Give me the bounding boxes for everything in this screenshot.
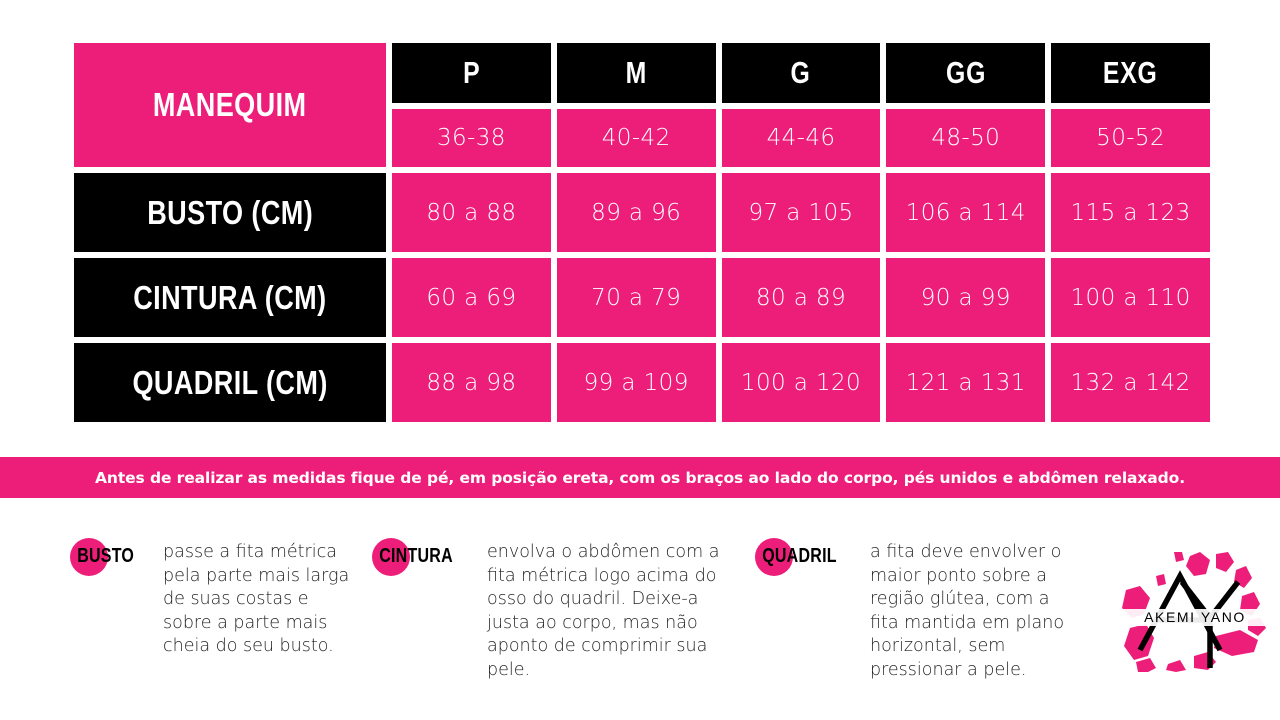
size-header-g: G	[721, 43, 881, 103]
size-header-gg: GG	[886, 43, 1046, 103]
cell-value: 115 a 123	[1070, 199, 1191, 226]
table-cell: 100 a 110	[1051, 258, 1210, 337]
cell-value: 44-46	[766, 125, 836, 151]
size-chart-table: MANEQUIM P M G GG EXG	[74, 43, 1210, 422]
cell-value: 97 a 105	[748, 199, 854, 226]
size-header-p: P	[392, 43, 551, 103]
table-cell: 90 a 99	[886, 258, 1046, 337]
pink-circle-icon	[372, 538, 410, 576]
manequim-columns: P M G GG EXG 36-38	[392, 43, 1210, 167]
cell-value: 132 a 142	[1070, 369, 1191, 396]
table-cell: 132 a 142	[1051, 343, 1210, 422]
instruction-block-busto: BUSTO passe a fita métrica pela parte ma…	[70, 536, 360, 659]
cell-value: 80 a 89	[755, 284, 847, 311]
table-cell: 121 a 131	[886, 343, 1046, 422]
cell-value: 80 a 88	[426, 199, 517, 226]
cell-value: 121 a 131	[905, 369, 1026, 396]
row-header-busto-label: BUSTO (CM)	[147, 193, 313, 231]
chip-quadril-label: QUADRIL	[762, 545, 837, 567]
cell-value: 60 a 69	[426, 284, 517, 311]
cell-value: 48-50	[931, 125, 1001, 151]
pink-circle-icon	[755, 538, 793, 576]
size-header-m: M	[556, 43, 716, 103]
chip-quadril: QUADRIL	[755, 536, 864, 576]
instruction-block-cintura: CINTURA envolva o abdômen com a fita mét…	[372, 536, 722, 682]
instruction-block-quadril: QUADRIL a fita deve envolver o maior pon…	[755, 536, 1075, 682]
table-cell: 88 a 98	[392, 343, 551, 422]
cell-value: 99 a 109	[583, 369, 689, 396]
cell-value: 40-42	[601, 125, 671, 151]
size-header-gg-label: GG	[945, 55, 986, 90]
instruction-banner: Antes de realizar as medidas fique de pé…	[0, 457, 1280, 498]
cell-value: 106 a 114	[905, 199, 1026, 226]
row-header-cintura-label: CINTURA (CM)	[133, 278, 327, 316]
size-header-exg: EXG	[1051, 43, 1210, 103]
chip-busto-label: BUSTO	[77, 545, 135, 567]
size-header-m-label: M	[625, 55, 647, 90]
table-cell: 106 a 114	[886, 173, 1046, 252]
table-cell: 60 a 69	[392, 258, 551, 337]
table-cell: 40-42	[556, 109, 716, 167]
table-cell: 80 a 88	[392, 173, 551, 252]
instruction-quadril-text: a fita deve envolver o maior ponto sobre…	[870, 542, 1065, 680]
brand-logo: AKEMI YANO	[1120, 552, 1270, 672]
logo-wordmark: AKEMI YANO	[1144, 609, 1246, 625]
row-header-busto: BUSTO (CM)	[74, 173, 386, 252]
cell-value: 50-52	[1096, 125, 1165, 151]
table-cell: 89 a 96	[556, 173, 716, 252]
table-cell: 36-38	[392, 109, 551, 167]
chip-cintura-label: CINTURA	[379, 545, 453, 567]
table-cell: 99 a 109	[556, 343, 716, 422]
pink-circle-icon	[70, 538, 108, 576]
cell-value: 36-38	[436, 125, 506, 151]
table-cell: 115 a 123	[1051, 173, 1210, 252]
akemi-yano-logo-icon: AKEMI YANO	[1120, 552, 1270, 672]
table-cell: 50-52	[1051, 109, 1210, 167]
size-letter-row: P M G GG EXG	[392, 43, 1210, 103]
table-cell: 80 a 89	[721, 258, 881, 337]
cell-value: 89 a 96	[591, 199, 682, 226]
size-header-p-label: P	[462, 55, 481, 90]
cell-value: 100 a 120	[740, 369, 862, 396]
size-header-g-label: G	[790, 55, 812, 90]
cell-value: 88 a 98	[426, 369, 517, 396]
cell-value: 100 a 110	[1070, 284, 1191, 311]
row-header-cintura: CINTURA (CM)	[74, 258, 386, 337]
table-row: BUSTO (CM) 80 a 88 89 a 96 97 a 105 106 …	[74, 173, 1210, 252]
table-row: CINTURA (CM) 60 a 69 70 a 79 80 a 89 90 …	[74, 258, 1210, 337]
table-cell: 48-50	[886, 109, 1046, 167]
chip-busto: BUSTO	[70, 536, 157, 576]
instructions-section: BUSTO passe a fita métrica pela parte ma…	[0, 528, 1280, 698]
instruction-banner-text: Antes de realizar as medidas fique de pé…	[95, 468, 1185, 487]
table-cell: 97 a 105	[721, 173, 881, 252]
instruction-busto-text: passe a fita métrica pela parte mais lar…	[163, 542, 350, 656]
table-row: QUADRIL (CM) 88 a 98 99 a 109 100 a 120 …	[74, 343, 1210, 422]
row-header-quadril: QUADRIL (CM)	[74, 343, 386, 422]
manequim-values-row: 36-38 40-42 44-46 48-50 50-52	[392, 109, 1210, 167]
chip-cintura: CINTURA	[372, 536, 481, 576]
table-header-group: MANEQUIM P M G GG EXG	[74, 43, 1210, 167]
instruction-cintura-text: envolva o abdômen com a fita métrica log…	[487, 542, 720, 680]
cell-value: 90 a 99	[920, 284, 1011, 311]
row-header-quadril-label: QUADRIL (CM)	[132, 363, 328, 401]
row-header-manequim-label: MANEQUIM	[153, 86, 307, 123]
row-header-manequim: MANEQUIM	[74, 43, 386, 167]
size-header-exg-label: EXG	[1103, 55, 1158, 90]
table-cell: 100 a 120	[721, 343, 881, 422]
cell-value: 70 a 79	[591, 284, 682, 311]
table-cell: 70 a 79	[556, 258, 716, 337]
table-cell: 44-46	[721, 109, 881, 167]
wordmark-backing	[1120, 609, 1270, 626]
